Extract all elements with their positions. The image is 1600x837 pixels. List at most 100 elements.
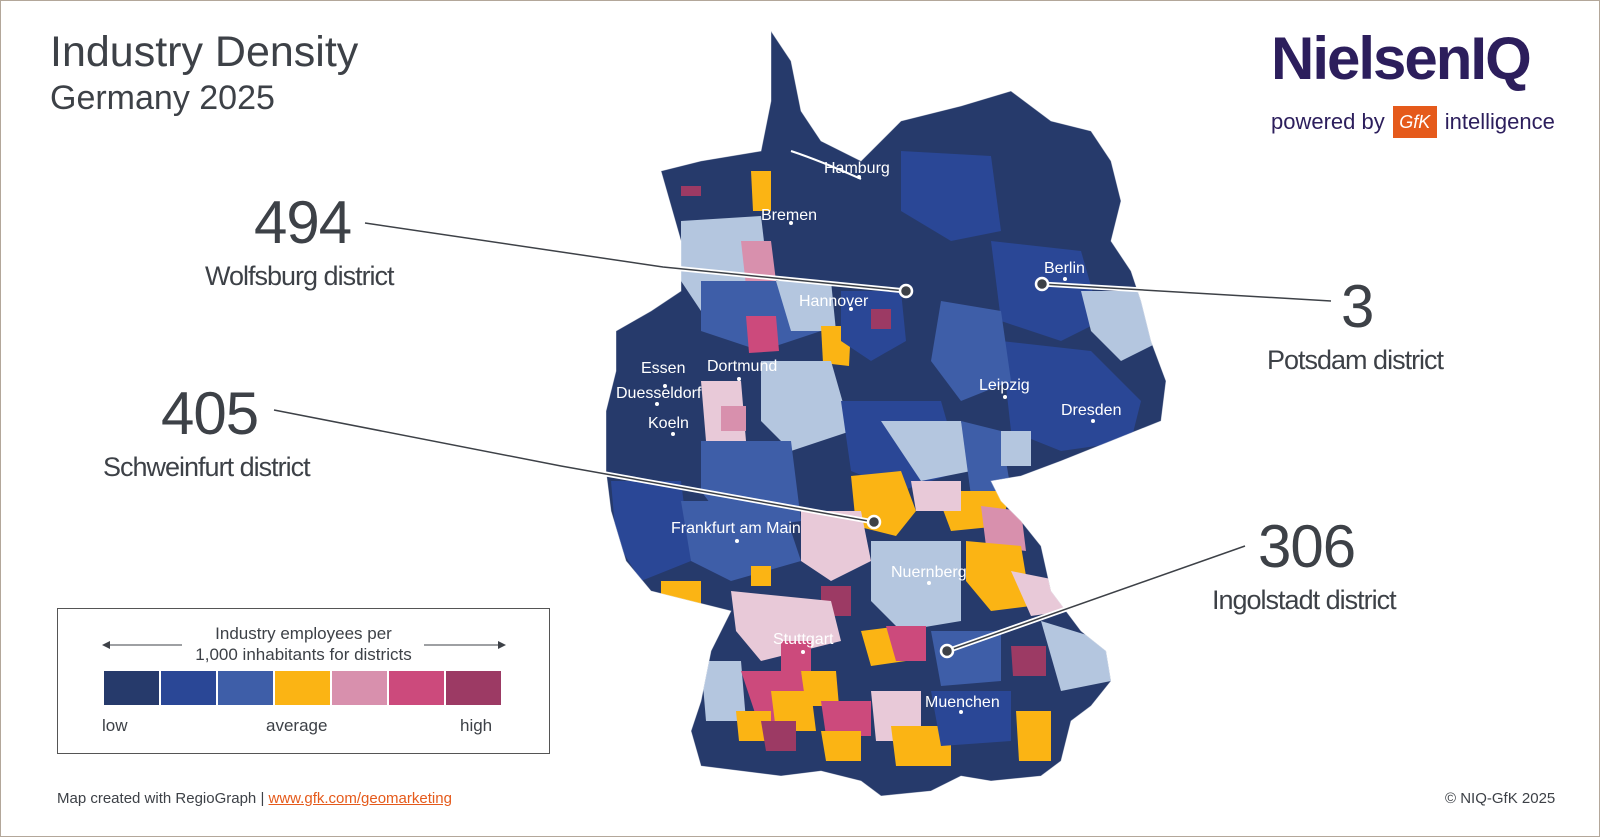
city-stuttgart: Stuttgart <box>773 631 834 648</box>
region-waldshut <box>736 711 771 741</box>
region-salzgitter <box>871 309 891 329</box>
region-ostallgaeu <box>891 726 951 766</box>
callout-label-schweinfurt: Schweinfurt district <box>103 452 311 482</box>
region-bamberg <box>911 481 961 511</box>
region-sauerland <box>761 361 851 451</box>
gfk-logo: GfK <box>1392 106 1437 138</box>
region-dillingen <box>886 626 926 661</box>
marker-ingolstadt <box>939 643 955 659</box>
logo-tagline: powered by GfK intelligence <box>1271 106 1555 138</box>
region-hessen-south <box>681 501 801 581</box>
legend-title-line2: 1,000 inhabitants for districts <box>195 645 412 665</box>
callout-value-schweinfurt: 405 <box>161 380 259 447</box>
city-dot <box>737 377 741 381</box>
city-essen: Essen <box>641 360 685 377</box>
region-muenchen-land <box>931 691 1011 746</box>
legend-swatch-6 <box>389 671 444 705</box>
city-dot <box>663 384 667 388</box>
region-heilbronn <box>731 591 841 661</box>
region-germersheim <box>751 566 771 586</box>
region-dingolfing <box>1011 646 1046 676</box>
city-dot <box>959 710 963 714</box>
region-biberach <box>821 701 871 736</box>
legend-title: Industry employees per 1,000 inhabitants… <box>58 623 549 666</box>
city-dortmund: Dortmund <box>707 358 777 375</box>
city-dot <box>789 221 793 225</box>
city-dot <box>1063 277 1067 281</box>
leader-line-ingolstadt <box>946 545 1246 652</box>
city-bremen: Bremen <box>761 207 817 224</box>
callout-label-ingolstadt: Ingolstadt district <box>1212 585 1397 615</box>
legend-swatch-1 <box>104 671 159 705</box>
city-leipzig: Leipzig <box>979 377 1030 394</box>
callout-lines <box>273 220 1332 659</box>
legend-swatch-3 <box>218 671 273 705</box>
city-dot <box>927 581 931 585</box>
marker-potsdam <box>1034 276 1050 292</box>
geomarketing-link[interactable]: www.gfk.com/geomarketing <box>268 790 452 807</box>
region-thuringia-east <box>961 421 1011 496</box>
legend-title-line1: Industry employees per <box>215 624 392 643</box>
arrow-right-icon <box>498 641 506 649</box>
callout-value-wolfsburg: 494 <box>254 189 352 256</box>
region-schwandorf <box>966 541 1031 611</box>
footer-credit-text: Map created with RegioGraph | <box>57 790 265 807</box>
city-koeln: Koeln <box>648 415 689 432</box>
legend-color-scale <box>104 671 501 705</box>
region-saxony-anhalt <box>931 301 1011 401</box>
arrow-left-icon <box>102 641 110 649</box>
city-hannover: Hannover <box>799 293 869 310</box>
marker-wolfsburg <box>898 283 914 299</box>
region-altoetting <box>1016 711 1051 761</box>
map-legend: Industry employees per 1,000 inhabitants… <box>57 608 550 754</box>
region-potsdam-area <box>1081 291 1161 361</box>
region-emden <box>681 186 701 196</box>
legend-low: low <box>102 716 128 735</box>
legend-swatch-4 <box>275 671 330 705</box>
city-dot <box>849 307 853 311</box>
region-lippe <box>776 281 836 331</box>
region-boeblingen <box>781 641 811 671</box>
region-bremerhaven <box>751 171 771 211</box>
city-dot <box>1003 395 1007 399</box>
region-pirmasens <box>661 581 701 611</box>
callout-value-ingolstadt: 306 <box>1258 513 1356 580</box>
callout-label-potsdam: Potsdam district <box>1267 345 1444 375</box>
city-dot <box>857 175 861 179</box>
region-oberberg <box>721 406 746 431</box>
region-saxony <box>1001 341 1141 451</box>
region-main-tauber <box>801 511 871 581</box>
city-muenchen: Muenchen <box>925 694 1000 711</box>
marker-schweinfurt <box>866 514 882 530</box>
legend-high: high <box>460 716 493 735</box>
footer-credit: Map created with RegioGraph | www.gfk.co… <box>57 790 452 807</box>
elbe-river <box>790 150 862 180</box>
region-ravensburg <box>821 731 861 761</box>
region-black-forest-north <box>701 661 746 721</box>
district-regions <box>606 31 1166 796</box>
region-tirschenreuth <box>981 506 1026 551</box>
city-duesseldorf: Duesseldorf <box>616 385 702 402</box>
city-dot <box>655 402 659 406</box>
region-eifel <box>611 481 691 581</box>
region-vogtland <box>1001 431 1031 466</box>
city-dot <box>1091 419 1095 423</box>
page-title: Industry Density <box>50 28 359 76</box>
leader-line-schweinfurt <box>273 409 875 523</box>
city-nuernberg: Nuernberg <box>891 564 967 581</box>
city-frankfurt: Frankfurt am Main <box>671 520 801 537</box>
leader-line-wolfsburg <box>364 222 907 292</box>
legend-average: average <box>266 716 328 735</box>
leader-line-potsdam <box>1041 283 1332 302</box>
city-hamburg: Hamburg <box>824 160 890 177</box>
region-nuernberg-land <box>871 541 961 631</box>
nielseniq-logo: NielsenIQ <box>1271 25 1532 92</box>
callout-label-wolfsburg: Wolfsburg district <box>205 261 395 291</box>
intelligence-text: intelligence <box>1444 109 1555 134</box>
page-subtitle: Germany 2025 <box>50 79 275 117</box>
region-konstanz <box>761 721 796 751</box>
region-reutlingen <box>801 671 839 706</box>
legend-swatch-7 <box>446 671 501 705</box>
